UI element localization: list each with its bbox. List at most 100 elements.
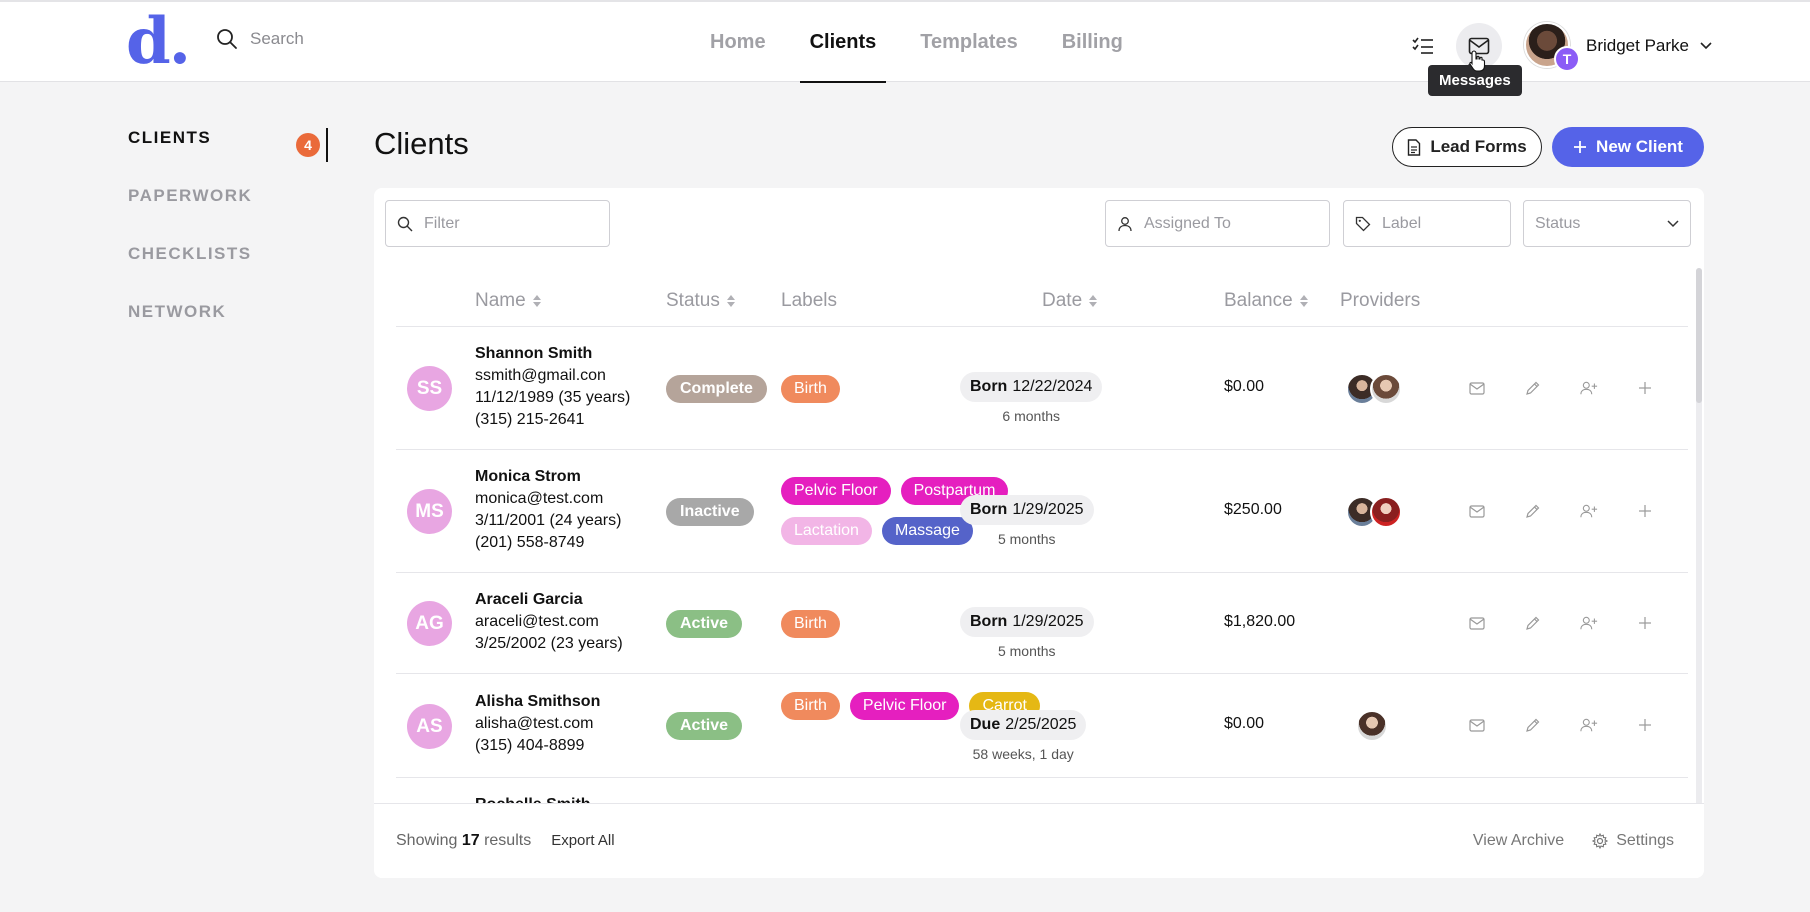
table-row[interactable]: AS Alisha Smithson alisha@test.com (315)… xyxy=(396,674,1688,778)
provider-avatar[interactable] xyxy=(1370,373,1402,405)
client-name[interactable]: Araceli Garcia xyxy=(475,591,583,608)
nav-billing[interactable]: Billing xyxy=(1061,30,1123,53)
assign-provider-button[interactable] xyxy=(1580,614,1598,632)
table-row[interactable]: MS Monica Strom monica@test.com 3/11/200… xyxy=(396,450,1688,573)
search-input[interactable]: Search xyxy=(250,29,304,48)
new-client-button[interactable]: New Client xyxy=(1552,127,1704,167)
pencil-icon xyxy=(1526,504,1540,518)
assign-provider-button[interactable] xyxy=(1580,716,1598,734)
lead-forms-label: Lead Forms xyxy=(1430,137,1527,156)
balance-value: $250.00 xyxy=(1224,501,1282,518)
more-actions-button[interactable] xyxy=(1636,379,1654,397)
mail-icon xyxy=(1469,718,1485,732)
client-name[interactable]: Monica Strom xyxy=(475,468,581,485)
date-relative: 5 months xyxy=(997,643,1056,659)
client-email: monica@test.com xyxy=(475,490,604,507)
edit-client-button[interactable] xyxy=(1524,502,1542,520)
label-badge: Massage xyxy=(881,517,973,545)
status-badge: Active xyxy=(666,712,743,740)
balance-value: $0.00 xyxy=(1224,378,1265,395)
table-row[interactable]: SS Shannon Smith ssmith@gmail.con 11/12/… xyxy=(396,327,1688,450)
top-bar: d. Search Home Clients Templates Billing… xyxy=(0,0,1810,83)
row-actions xyxy=(1468,502,1654,520)
client-email: alisha@test.com xyxy=(475,715,594,732)
date-relative: 58 weeks, 1 day xyxy=(972,746,1074,762)
more-actions-button[interactable] xyxy=(1636,716,1654,734)
search-box[interactable]: Search xyxy=(216,28,304,50)
assign-provider-button[interactable] xyxy=(1580,379,1598,397)
scrollbar-thumb[interactable] xyxy=(1696,268,1702,403)
sidebar-item-checklists[interactable]: CHECKLISTS xyxy=(128,244,252,302)
client-name[interactable]: Shannon Smith xyxy=(475,345,593,362)
column-status[interactable]: Status xyxy=(666,274,736,327)
label-badge: Pelvic Floor xyxy=(781,477,891,505)
nav-clients[interactable]: Clients xyxy=(799,2,887,83)
sidebar-item-label: NETWORK xyxy=(128,302,227,321)
provider-avatar[interactable] xyxy=(1370,496,1402,528)
column-balance[interactable]: Balance xyxy=(1224,274,1309,327)
messages-tooltip: Messages xyxy=(1428,59,1522,96)
client-dob: (315) 404-8899 xyxy=(475,737,585,754)
client-dob: 11/12/1989 (35 years) xyxy=(475,389,631,406)
message-client-button[interactable] xyxy=(1468,379,1486,397)
settings-link[interactable]: Settings xyxy=(1592,832,1674,850)
sidebar: CLIENTS PAPERWORK CHECKLISTS NETWORK 4 xyxy=(128,128,328,360)
clients-card: Filter Assigned To Label Status Name Sta… xyxy=(374,188,1704,878)
showing-prefix: Showing xyxy=(396,832,458,849)
provider-avatar[interactable] xyxy=(1356,710,1388,742)
results-summary: Showing 17 results Export All xyxy=(396,832,615,850)
lead-forms-button[interactable]: Lead Forms xyxy=(1392,127,1542,167)
plus-icon xyxy=(1574,141,1587,153)
sidebar-item-paperwork[interactable]: PAPERWORK xyxy=(128,186,252,244)
message-client-button[interactable] xyxy=(1468,502,1486,520)
client-info: Alisha Smithson alisha@test.com (315) 40… xyxy=(475,691,600,757)
sidebar-item-network[interactable]: NETWORK xyxy=(128,302,252,360)
more-actions-button[interactable] xyxy=(1636,502,1654,520)
edit-client-button[interactable] xyxy=(1524,379,1542,397)
client-name[interactable]: Alisha Smithson xyxy=(475,693,601,710)
message-client-button[interactable] xyxy=(1468,716,1486,734)
app-logo[interactable]: d. xyxy=(126,4,191,79)
status-select[interactable]: Status xyxy=(1523,200,1691,247)
table-scrollbar[interactable] xyxy=(1696,268,1702,808)
date-value: 2/25/2025 xyxy=(1005,716,1077,733)
sort-icon xyxy=(1089,294,1098,307)
label-select[interactable]: Label xyxy=(1343,200,1511,247)
labels-list: Birth xyxy=(781,610,1041,638)
column-date[interactable]: Date xyxy=(1042,274,1098,327)
table-row[interactable]: AG Araceli Garcia araceli@test.com 3/25/… xyxy=(396,573,1688,674)
sidebar-item-clients[interactable]: CLIENTS xyxy=(128,128,252,186)
export-all-link[interactable]: Export All xyxy=(551,832,615,849)
date-kind: Born xyxy=(970,613,1008,630)
column-name[interactable]: Name xyxy=(475,274,542,327)
edit-client-button[interactable] xyxy=(1524,716,1542,734)
date-kind: Born xyxy=(970,378,1008,395)
nav-templates[interactable]: Templates xyxy=(920,30,1018,53)
status-badge: Inactive xyxy=(666,498,754,526)
filter-input[interactable]: Filter xyxy=(385,200,610,247)
message-client-button[interactable] xyxy=(1468,614,1486,632)
avatar-badge: T xyxy=(1554,46,1580,72)
client-initials-avatar: AS xyxy=(407,704,452,749)
assigned-to-select[interactable]: Assigned To xyxy=(1105,200,1330,247)
assigned-placeholder: Assigned To xyxy=(1144,214,1231,232)
assign-provider-button[interactable] xyxy=(1580,502,1598,520)
tasks-button[interactable] xyxy=(1400,23,1446,69)
user-menu[interactable]: Bridget Parke xyxy=(1586,36,1713,56)
add-user-icon xyxy=(1580,504,1598,518)
view-archive-link[interactable]: View Archive xyxy=(1472,832,1565,849)
label-badge: Pelvic Floor xyxy=(849,692,960,720)
providers-list xyxy=(1356,710,1388,742)
tag-icon xyxy=(1355,216,1371,231)
edit-client-button[interactable] xyxy=(1524,614,1542,632)
date-badge: Born 1/29/2025 xyxy=(960,607,1094,637)
more-actions-button[interactable] xyxy=(1636,614,1654,632)
search-icon xyxy=(217,29,237,49)
column-providers: Providers xyxy=(1340,274,1420,327)
mail-icon xyxy=(1469,381,1485,395)
user-avatar[interactable]: T xyxy=(1524,22,1580,72)
nav-home[interactable]: Home xyxy=(710,30,766,53)
client-email: araceli@test.com xyxy=(475,613,599,630)
settings-label: Settings xyxy=(1616,832,1674,849)
column-label: Status xyxy=(666,289,720,311)
